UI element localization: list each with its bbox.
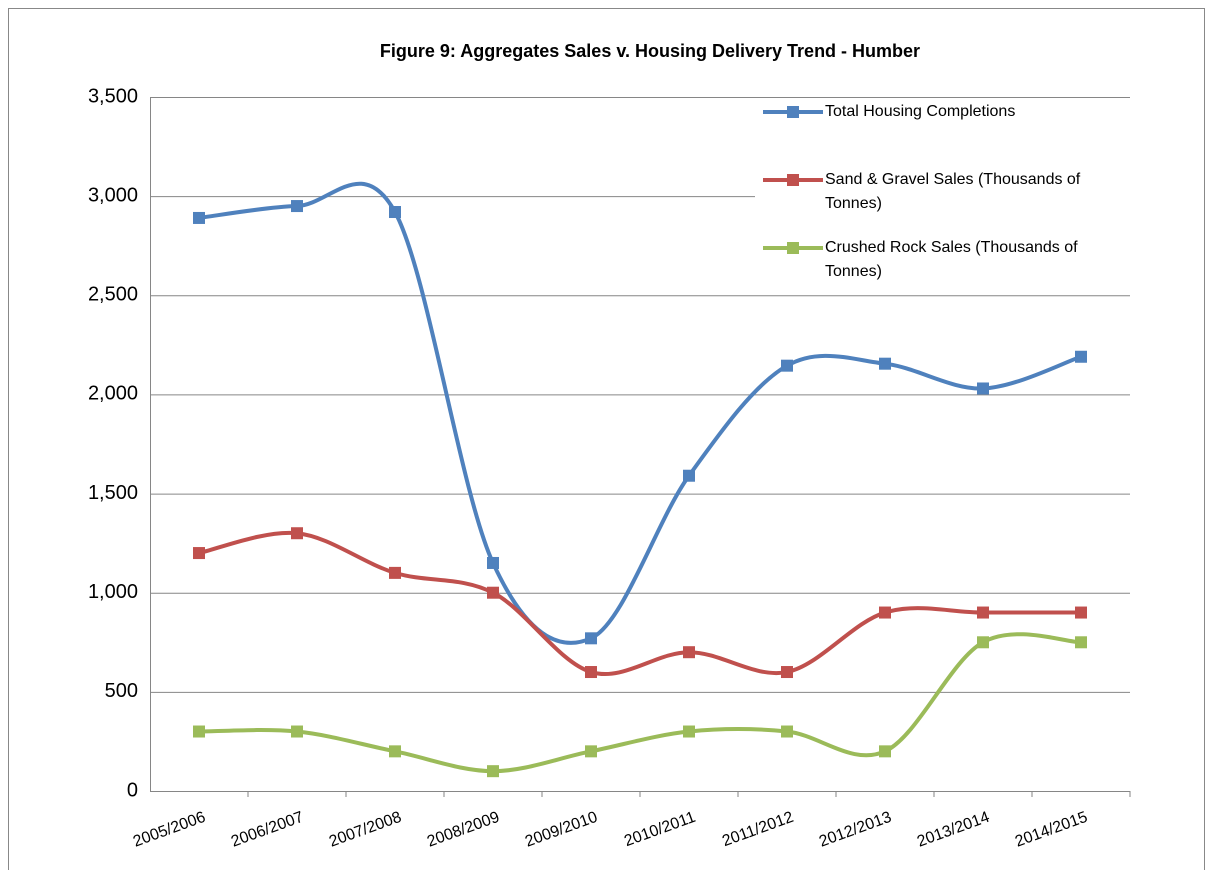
marker	[977, 606, 989, 619]
marker	[781, 359, 793, 372]
marker	[879, 357, 891, 370]
marker	[193, 211, 205, 224]
y-tick-label: 0	[127, 779, 138, 801]
legend-marker	[787, 174, 799, 186]
series-line	[198, 632, 1082, 774]
marker	[487, 556, 499, 569]
x-tick-label: 2011/2012	[720, 809, 796, 850]
marker	[193, 725, 205, 738]
marker	[781, 666, 793, 679]
chart-border	[8, 8, 1205, 870]
x-tick-label: 2009/2010	[523, 809, 600, 851]
marker	[585, 632, 597, 645]
y-tick-label: 1,000	[88, 581, 138, 603]
marker	[977, 382, 989, 395]
marker	[487, 586, 499, 599]
marker	[585, 745, 597, 758]
marker	[879, 606, 891, 619]
y-tick-label: 3,000	[88, 184, 138, 206]
y-tick-label: 2,000	[88, 383, 138, 405]
marker	[291, 527, 303, 540]
x-tick-label: 2008/2009	[425, 809, 502, 851]
marker	[879, 745, 891, 758]
series-line	[198, 530, 1081, 676]
y-tick-label: 1,500	[88, 482, 138, 504]
marker	[1075, 350, 1087, 363]
marker	[1075, 636, 1087, 649]
x-tick-label: 2010/2011	[622, 809, 698, 850]
marker	[291, 725, 303, 738]
marker	[291, 200, 303, 213]
marker	[585, 666, 597, 679]
marker	[1075, 606, 1087, 619]
marker	[389, 566, 401, 579]
chart-title: Figure 9: Aggregates Sales v. Housing De…	[380, 41, 920, 61]
marker	[389, 745, 401, 758]
x-tick-label: 2013/2014	[915, 809, 992, 851]
legend-marker	[787, 106, 799, 118]
x-tick-label: 2007/2008	[327, 809, 404, 851]
marker	[193, 547, 205, 560]
x-tick-label: 2005/2006	[131, 809, 208, 851]
legend-marker	[787, 242, 799, 254]
marker	[683, 725, 695, 738]
legend-box	[755, 98, 1132, 294]
marker	[781, 725, 793, 738]
series-line	[198, 181, 1082, 645]
marker	[487, 765, 499, 778]
y-tick-label: 500	[105, 680, 138, 702]
legend-label: Total Housing Completions	[825, 103, 1016, 120]
marker	[683, 646, 695, 659]
marker	[977, 636, 989, 649]
x-tick-label: 2006/2007	[229, 809, 306, 851]
legend-label: Sand & Gravel Sales (Thousands of Tonnes…	[825, 171, 1081, 212]
x-tick-label: 2012/2013	[817, 809, 894, 851]
x-tick-label: 2014/2015	[1013, 809, 1090, 851]
marker	[389, 206, 401, 219]
y-tick-label: 3,500	[88, 85, 138, 107]
marker	[683, 469, 695, 482]
legend-label: Crushed Rock Sales (Thousands of Tonnes)	[825, 239, 1078, 280]
y-tick-label: 2,500	[88, 284, 138, 306]
